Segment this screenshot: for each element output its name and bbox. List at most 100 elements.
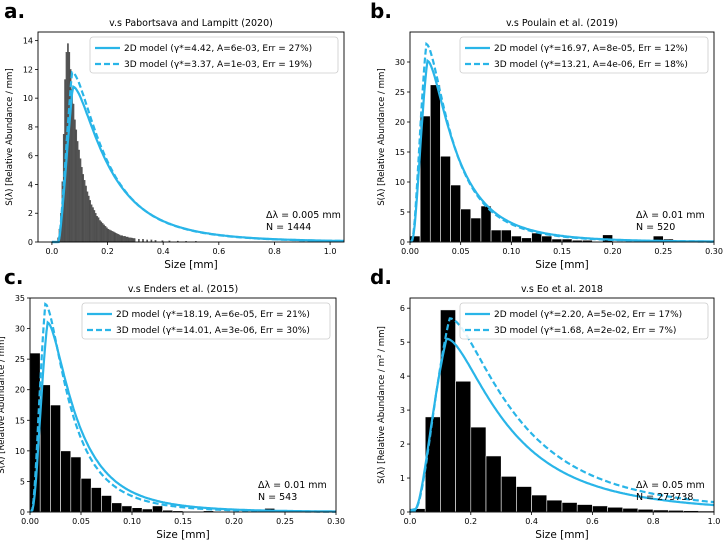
legend-entry: 2D model (γ*=16.97, A=8e-05, Err = 12%)	[494, 44, 688, 54]
legend-entry: 2D model (γ*=18.19, A=6e-05, Err = 21%)	[116, 310, 310, 320]
x-tick-label: 0.0	[46, 247, 59, 256]
histogram-bar	[121, 505, 133, 513]
axes-frame	[409, 297, 715, 513]
histogram-bar	[622, 507, 639, 513]
chart-panel-c: c. v.s Enders et al. (2015) 0.00 0.05 0.10 0.…	[0, 265, 345, 541]
axes-frame	[37, 31, 345, 243]
chart-title: v.s Poulain et al. (2019)	[506, 18, 618, 29]
histogram-bar	[424, 416, 441, 513]
histogram-bar	[485, 455, 502, 513]
x-tick-label: 0.8	[647, 517, 660, 526]
x-axis-label: Size [mm]	[535, 259, 589, 271]
histogram-bar	[101, 495, 112, 513]
y-tick-label: 30	[395, 58, 405, 67]
x-tick-label: 0.00	[21, 517, 39, 526]
y-axis-label: S(λ) [Relative Abundance / m² / mm]	[377, 326, 387, 484]
histogram-bar	[71, 89, 73, 243]
histogram-bar	[576, 504, 593, 513]
legend-entry: 3D model (γ*=14.01, A=3e-06, Err = 30%)	[116, 326, 310, 336]
legend-entry: 2D model (γ*=4.42, A=6e-03, Err = 27%)	[124, 44, 312, 54]
y-tick-label: 25	[15, 355, 25, 364]
histogram-bar	[70, 456, 82, 513]
histogram-bar	[490, 229, 502, 243]
y-axis-label: S(λ) [Relative Abundance / mm]	[0, 336, 7, 474]
histogram-bar	[108, 229, 111, 243]
histogram-bar	[111, 231, 114, 243]
y-tick-label: 5	[400, 208, 405, 217]
y-tick-label: 0	[28, 238, 33, 247]
histogram-bar	[500, 229, 512, 243]
histogram-bar	[141, 508, 153, 513]
histogram-bar	[72, 103, 75, 243]
histogram-bar	[133, 238, 136, 243]
y-tick-label: 6	[400, 304, 405, 313]
histogram-bar	[79, 158, 82, 243]
histogram-bar	[131, 507, 143, 513]
y-tick-label: 0	[20, 508, 25, 517]
histogram-bar	[131, 237, 133, 243]
histogram-bar	[74, 119, 76, 243]
histogram-bar	[75, 129, 78, 243]
model-3d-line	[29, 302, 336, 513]
histogram-bar	[561, 502, 578, 513]
y-tick-label: 4	[400, 372, 405, 381]
histogram-bar	[531, 232, 543, 243]
x-tick-label: 0.8	[268, 247, 281, 256]
histogram-bar	[90, 487, 102, 513]
histogram-bar	[132, 238, 135, 243]
y-tick-label: 35	[15, 294, 25, 303]
x-tick-label: 0.25	[654, 247, 672, 256]
histogram-bar	[76, 141, 79, 243]
histogram-bar	[511, 235, 522, 243]
histogram-bar	[96, 216, 98, 243]
histogram-bar	[50, 404, 61, 513]
histogram-bar	[129, 237, 132, 243]
histogram-bar	[78, 149, 80, 243]
y-tick-label: 20	[395, 118, 405, 127]
histogram-bar	[97, 217, 100, 243]
x-tick-label: 0.05	[72, 517, 90, 526]
chart-title: v.s Pabortsava and Lampitt (2020)	[109, 18, 273, 29]
histogram-bar	[113, 231, 115, 243]
histogram-bar	[118, 234, 121, 243]
chart-title: v.s Eo et al. 2018	[521, 284, 603, 295]
histogram-bar	[93, 210, 96, 243]
histogram-bar	[541, 235, 553, 243]
y-tick-label: 30	[15, 325, 25, 334]
legend-entry: 2D model (γ*=2.20, A=5e-02, Err = 17%)	[494, 310, 682, 320]
bin-width-annotation: Δλ = 0.005 mm	[266, 210, 341, 221]
histogram-bar	[114, 232, 116, 243]
histogram-bar	[455, 380, 472, 513]
histogram-bar	[68, 52, 71, 243]
y-tick-label: 10	[23, 94, 33, 103]
legend-box	[459, 302, 709, 340]
histogram-bar	[99, 220, 101, 243]
bin-width-annotation: Δλ = 0.01 mm	[258, 480, 327, 491]
histogram-bar	[128, 237, 130, 243]
histogram-bar	[429, 84, 441, 243]
x-tick-label: 0.15	[553, 247, 571, 256]
model-2d-line	[29, 320, 336, 513]
sample-count-annotation: N = 1444	[266, 222, 311, 233]
histogram-bar	[85, 185, 87, 243]
histogram-bar	[106, 227, 108, 243]
sample-count-annotation: N = 543	[258, 492, 297, 503]
x-tick-label: 0.6	[212, 247, 225, 256]
histogram-bar	[83, 180, 86, 243]
x-tick-label: 0.4	[525, 517, 538, 526]
histogram-bar	[607, 506, 624, 513]
histogram-bar	[122, 236, 125, 243]
y-tick-label: 6	[28, 152, 33, 161]
model-3d-line	[409, 317, 715, 513]
panel-letter: b.	[370, 0, 392, 23]
x-tick-label: 0.2	[464, 517, 477, 526]
y-tick-label: 10	[395, 178, 405, 187]
histogram-bar	[126, 236, 129, 243]
x-tick-label: 0.15	[174, 517, 192, 526]
chart-title: v.s Enders et al. (2015)	[128, 284, 238, 295]
model-3d-line	[409, 41, 714, 244]
y-tick-label: 2	[400, 440, 405, 449]
y-tick-label: 15	[395, 148, 405, 157]
y-tick-label: 2	[28, 209, 33, 218]
x-tick-label: 0.0	[404, 517, 417, 526]
